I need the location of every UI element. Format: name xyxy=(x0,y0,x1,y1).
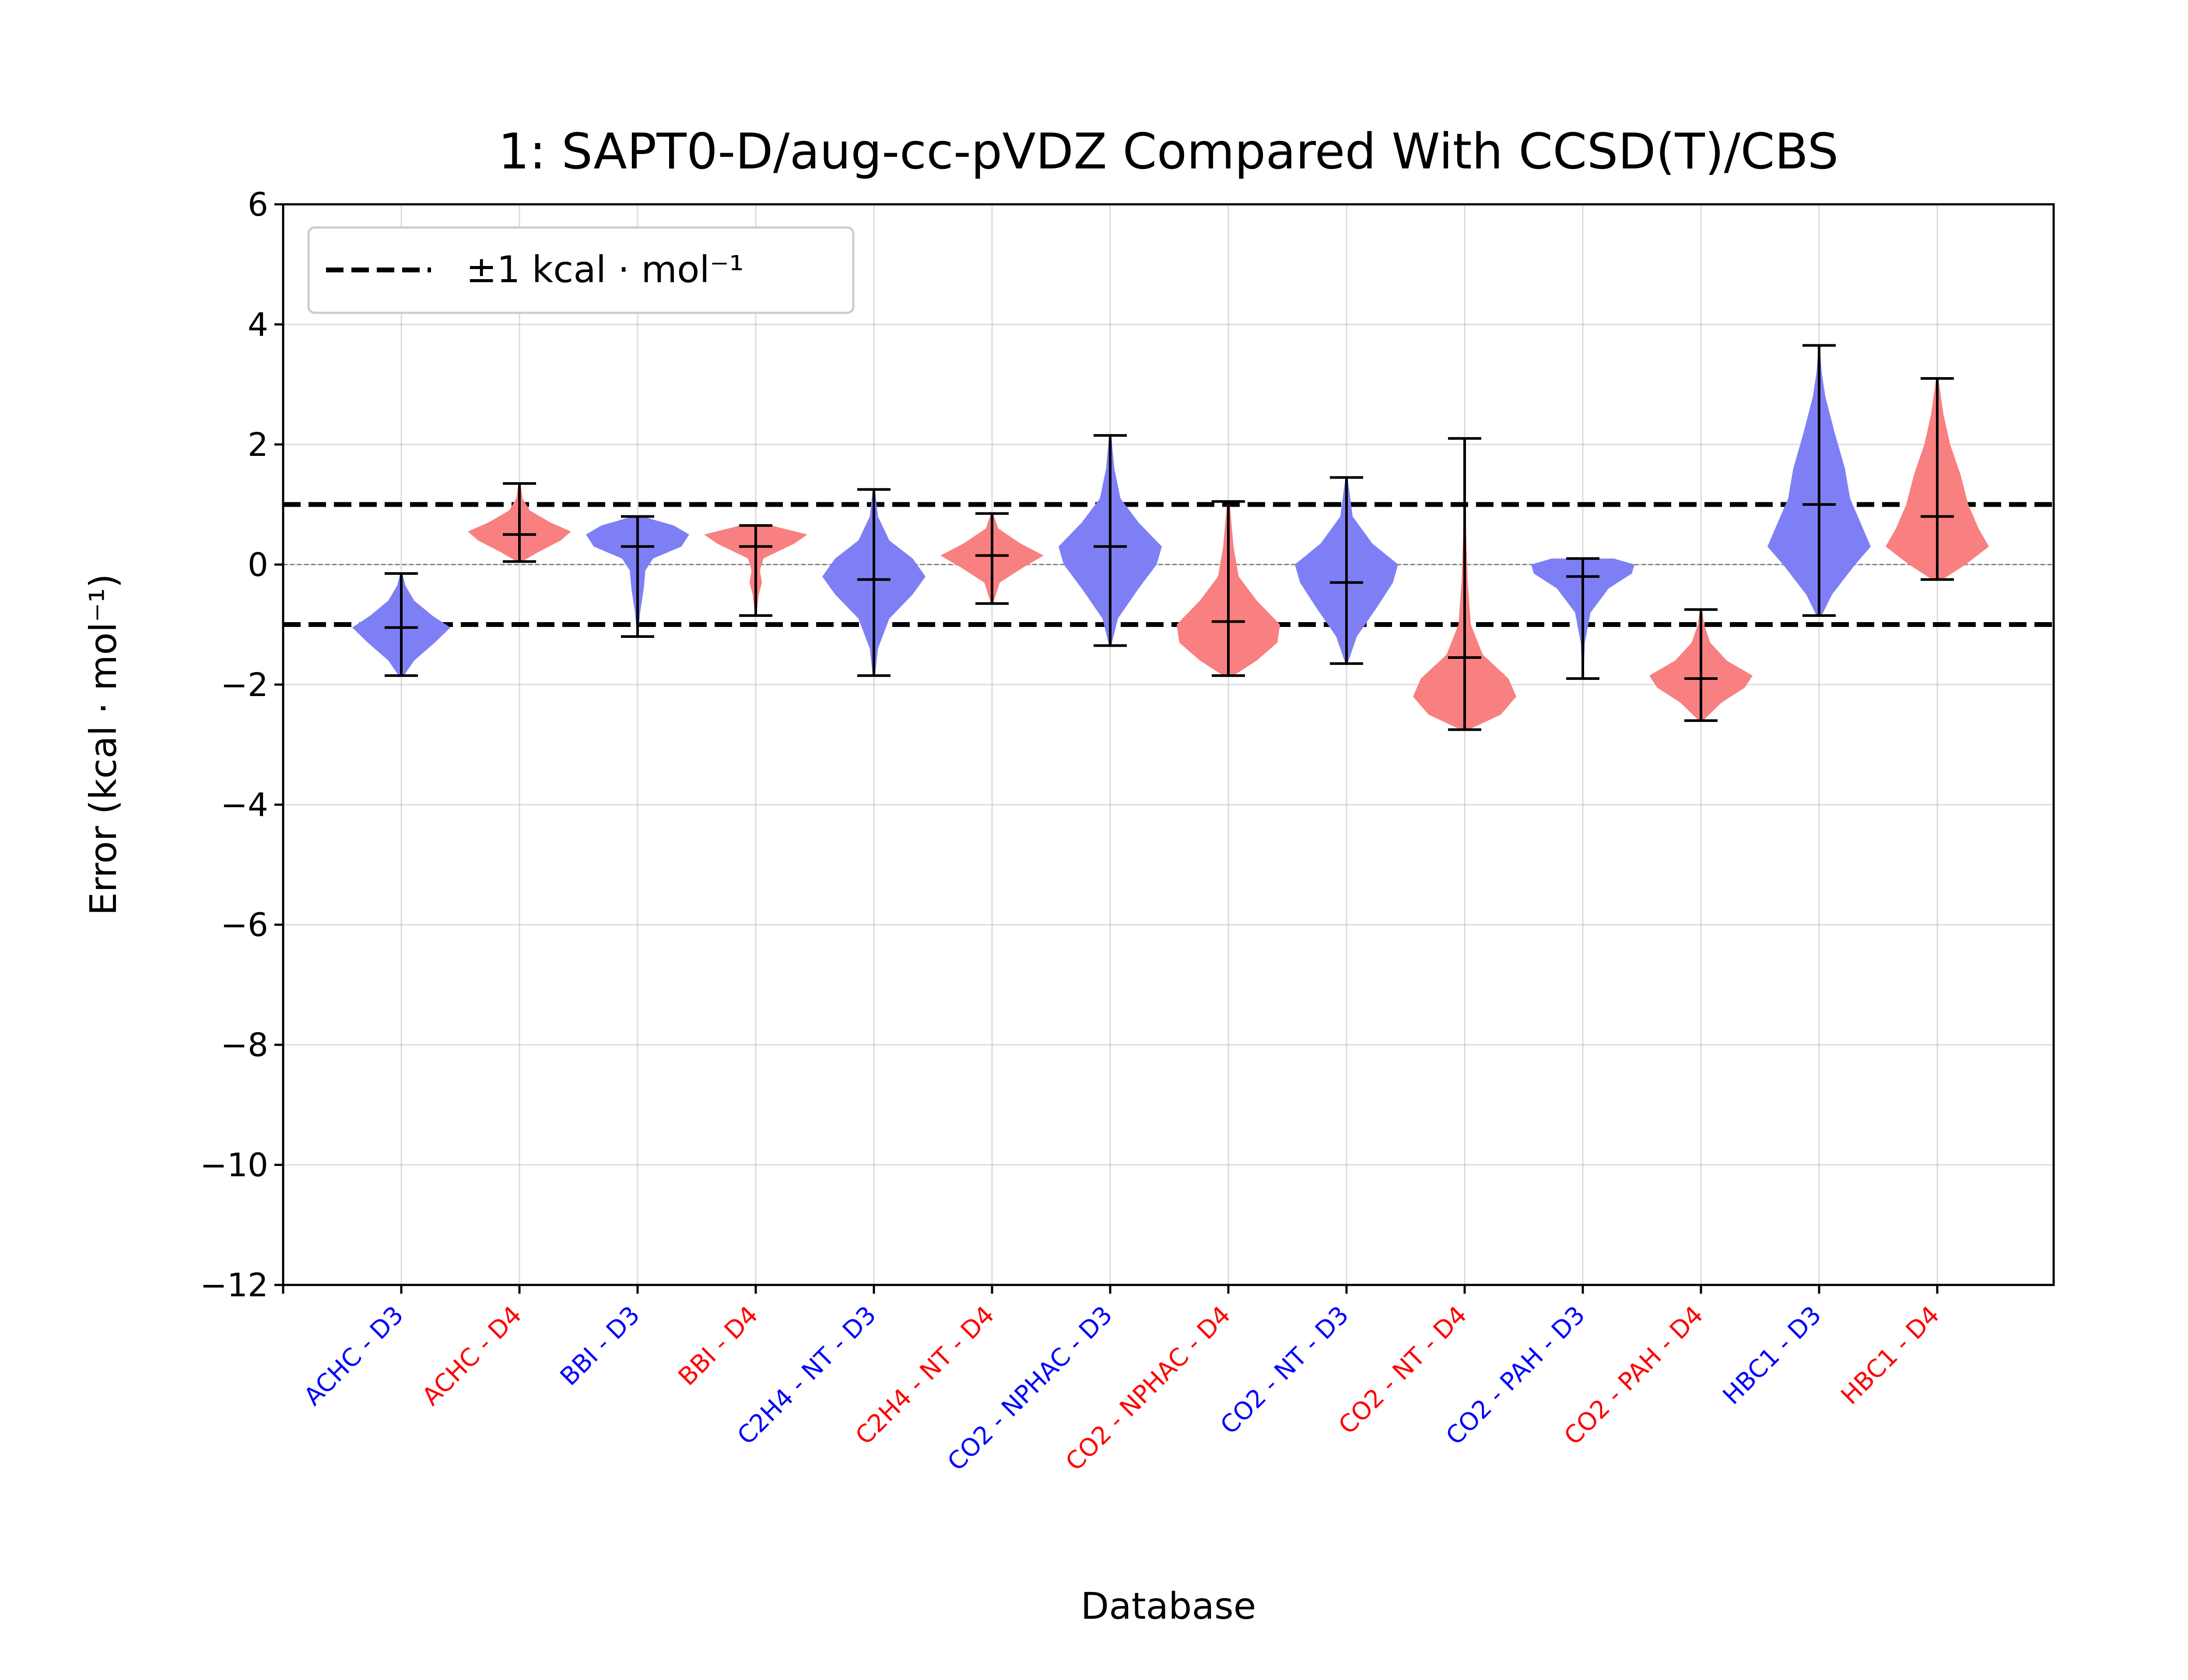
y-tick-label: −8 xyxy=(221,1026,268,1064)
chart-title: 1: SAPT0-D/aug-cc-pVDZ Compared With CCS… xyxy=(498,123,1838,180)
violin-group xyxy=(1649,608,1753,722)
y-axis-ticks: 6 4 2 0 −2 −4 −6 −8 −10 −12 xyxy=(200,186,283,1304)
y-tick-label: 4 xyxy=(248,306,268,343)
violin-group xyxy=(1767,344,1871,617)
violin-group xyxy=(468,482,571,563)
y-tick-label: −2 xyxy=(221,666,268,704)
violin-group xyxy=(1295,476,1398,665)
x-axis-label: Database xyxy=(1081,1585,1256,1628)
violin-group xyxy=(1531,557,1634,680)
violin-group xyxy=(822,488,926,677)
violin-group xyxy=(1059,434,1162,647)
violin-group xyxy=(1413,437,1516,731)
y-axis-label: Error (kcal · mol⁻¹) xyxy=(82,574,125,915)
y-tick-label: −10 xyxy=(200,1147,268,1184)
y-tick-label: 0 xyxy=(248,546,268,584)
y-tick-label: 6 xyxy=(248,186,268,224)
y-tick-label: 2 xyxy=(248,426,268,464)
legend-box xyxy=(307,226,855,314)
y-tick-label: −12 xyxy=(200,1267,268,1304)
y-tick-label: −4 xyxy=(221,786,268,824)
legend-label: ±1 kcal · mol⁻¹ xyxy=(466,248,744,291)
violin-group xyxy=(1177,500,1280,677)
violin-group xyxy=(1886,377,1989,581)
violin-group xyxy=(586,515,689,638)
violin-group xyxy=(940,512,1044,605)
violin-group xyxy=(704,524,807,617)
violin-group xyxy=(352,572,451,677)
reference-lines xyxy=(283,502,2054,627)
plot-frame xyxy=(282,203,2055,1286)
y-tick-label: −6 xyxy=(221,906,268,944)
violins xyxy=(352,344,1989,731)
legend: ±1 kcal · mol⁻¹ xyxy=(307,226,855,314)
